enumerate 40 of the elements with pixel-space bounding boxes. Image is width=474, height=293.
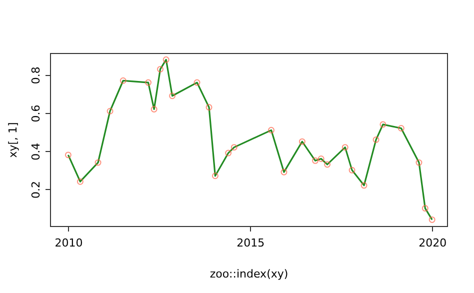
point: [120, 77, 126, 84]
line-series: [67, 58, 433, 221]
y-axis-title: xy[, 1]: [6, 122, 20, 158]
point: [169, 92, 176, 100]
point: [416, 159, 422, 166]
point: [145, 79, 152, 86]
point: [268, 126, 274, 134]
point: [318, 156, 324, 162]
x-tick-label: 2020: [418, 236, 447, 250]
point: [428, 216, 436, 223]
point: [194, 79, 200, 86]
point: [324, 161, 331, 168]
point: [157, 66, 164, 72]
point: [76, 178, 84, 185]
point: [422, 205, 428, 212]
point: [230, 144, 238, 151]
x-tick-label: 2015: [236, 236, 265, 250]
point: [398, 125, 404, 132]
point: [280, 168, 288, 176]
point: [225, 150, 232, 156]
point: [106, 108, 114, 114]
point: [360, 182, 368, 189]
point: [312, 157, 319, 164]
point: [348, 166, 356, 174]
point: [64, 152, 72, 158]
x-tick-label: 2010: [54, 236, 83, 250]
point: [212, 172, 218, 180]
point: [298, 138, 306, 145]
point: [206, 104, 212, 111]
point: [380, 121, 386, 128]
point: [342, 144, 348, 151]
point: [150, 106, 158, 112]
y-tick-label: 0.6: [30, 104, 42, 122]
point: [162, 56, 170, 63]
point: [372, 136, 380, 143]
y-tick-label: 0.8: [30, 66, 42, 84]
y-tick-label: 0.4: [30, 142, 42, 160]
x-axis-title: zoo::index(xy): [210, 268, 288, 280]
y-tick-label: 0.2: [30, 180, 42, 198]
point: [94, 159, 102, 166]
